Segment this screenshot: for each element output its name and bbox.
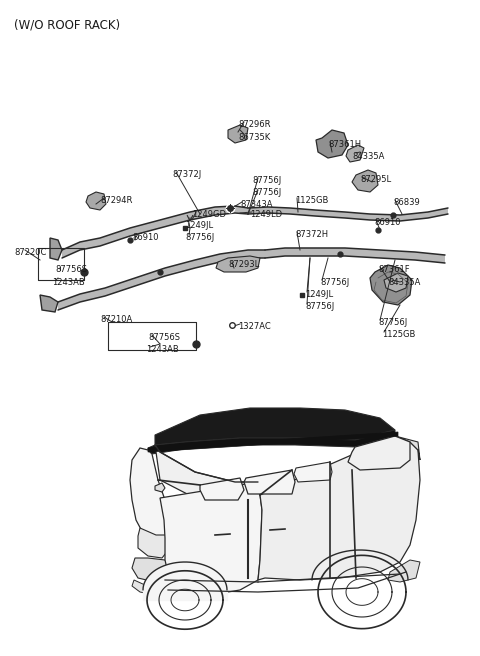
- Polygon shape: [216, 256, 260, 272]
- Polygon shape: [294, 462, 332, 482]
- Text: 86910: 86910: [374, 218, 400, 227]
- Text: 87296R: 87296R: [238, 120, 271, 129]
- Polygon shape: [132, 558, 175, 582]
- Text: 87293L: 87293L: [228, 260, 259, 269]
- Polygon shape: [160, 482, 262, 595]
- Text: 86839: 86839: [393, 198, 420, 207]
- Text: 87372H: 87372H: [295, 230, 328, 239]
- Text: 87372J: 87372J: [172, 170, 201, 179]
- Text: 86735K: 86735K: [238, 133, 270, 142]
- Polygon shape: [348, 436, 410, 470]
- Polygon shape: [148, 432, 398, 452]
- Polygon shape: [58, 250, 265, 310]
- Text: 84335A: 84335A: [352, 152, 384, 161]
- Text: 87343A: 87343A: [240, 200, 273, 209]
- Text: 87756J: 87756J: [185, 233, 214, 242]
- Text: (W/O ROOF RACK): (W/O ROOF RACK): [14, 18, 120, 31]
- Text: 87294R: 87294R: [100, 196, 132, 205]
- Text: 1125GB: 1125GB: [295, 196, 328, 205]
- Polygon shape: [346, 145, 364, 162]
- Polygon shape: [370, 265, 412, 305]
- Polygon shape: [384, 273, 408, 292]
- Polygon shape: [138, 528, 170, 558]
- Polygon shape: [395, 436, 420, 460]
- Text: 87756S: 87756S: [148, 333, 180, 342]
- Polygon shape: [352, 170, 378, 192]
- Text: 87756J: 87756J: [305, 302, 334, 311]
- Text: 86910: 86910: [132, 233, 158, 242]
- Text: 1125GB: 1125GB: [382, 330, 415, 339]
- Polygon shape: [148, 430, 395, 454]
- Text: 1249JL: 1249JL: [305, 290, 333, 299]
- Text: 87361H: 87361H: [328, 140, 361, 149]
- Polygon shape: [155, 408, 395, 445]
- Text: 1243AB: 1243AB: [146, 345, 179, 354]
- Text: 87220C: 87220C: [14, 248, 47, 257]
- Text: 87756J: 87756J: [378, 318, 407, 327]
- Text: 87756J: 87756J: [252, 188, 281, 197]
- Polygon shape: [228, 125, 248, 143]
- Text: 1327AC: 1327AC: [238, 322, 271, 331]
- Polygon shape: [316, 130, 348, 158]
- Text: 87361F: 87361F: [378, 265, 409, 274]
- Text: 87756S: 87756S: [55, 265, 87, 274]
- Polygon shape: [130, 448, 170, 540]
- Text: 87210A: 87210A: [100, 315, 132, 324]
- Polygon shape: [388, 560, 420, 582]
- Polygon shape: [258, 436, 420, 580]
- Polygon shape: [86, 192, 106, 210]
- Polygon shape: [248, 207, 448, 221]
- Text: 1249JL: 1249JL: [185, 221, 213, 230]
- Polygon shape: [62, 206, 248, 258]
- Text: 1243AB: 1243AB: [52, 278, 85, 287]
- Polygon shape: [132, 580, 175, 596]
- Text: 1249LD: 1249LD: [250, 210, 282, 219]
- Polygon shape: [244, 470, 295, 494]
- Polygon shape: [40, 295, 58, 312]
- Text: 1249GD: 1249GD: [192, 210, 226, 219]
- Text: 87756J: 87756J: [252, 176, 281, 185]
- Polygon shape: [155, 445, 260, 500]
- Text: 87756J: 87756J: [320, 278, 349, 287]
- Polygon shape: [50, 238, 62, 260]
- Text: 87295L: 87295L: [360, 175, 391, 184]
- Polygon shape: [200, 478, 244, 500]
- Text: 84335A: 84335A: [388, 278, 420, 287]
- Polygon shape: [155, 483, 165, 492]
- Polygon shape: [265, 248, 445, 263]
